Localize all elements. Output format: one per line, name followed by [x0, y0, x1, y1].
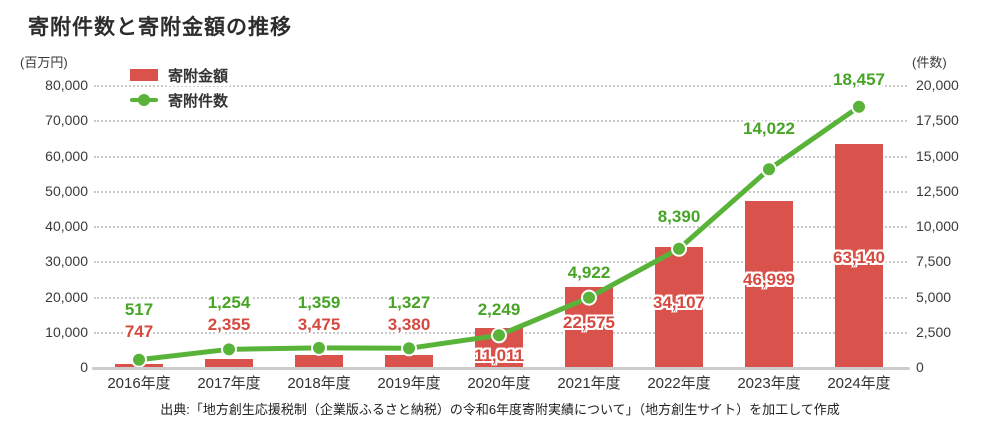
chart-title: 寄附件数と寄附金額の推移 — [28, 16, 292, 39]
line-point-2019年度 — [401, 340, 417, 357]
gridline — [94, 190, 907, 193]
source-note: 出典:「地方創生応援税制（企業版ふるさと納税）の令和6年度寄附実績について」（地… — [160, 402, 840, 417]
amount-label-2019年度: 3,380 — [387, 315, 431, 334]
left-axis-tick: 40,000 — [45, 218, 88, 234]
count-label-2020年度: 2,249 — [477, 300, 521, 319]
legend-label-count: 寄附件数 — [166, 89, 231, 111]
left-axis-tick: 10,000 — [45, 323, 88, 340]
count-label-2017年度: 1,254 — [207, 293, 251, 312]
count-label-2021年度: 4,922 — [567, 263, 611, 282]
amount-label-2020年度: 11,011 — [473, 346, 525, 365]
amount-label-2023年度: 46,999 — [743, 270, 795, 289]
x-axis-baseline — [92, 367, 910, 370]
right-axis-unit-label: (件数) — [912, 55, 947, 70]
bar-swatch-icon — [130, 69, 158, 81]
x-axis-label-2016年度: 2016年度 — [107, 375, 171, 392]
left-axis-tick: 20,000 — [45, 288, 88, 305]
right-axis-tick: 5,000 — [916, 288, 952, 305]
gridline — [94, 85, 907, 87]
line-point-2024年度 — [851, 98, 867, 115]
bar-2019年度 — [385, 355, 433, 367]
x-axis-label-2017年度: 2017年度 — [197, 375, 261, 392]
amount-label-2017年度: 2,355 — [207, 315, 251, 334]
x-axis-label-2021年度: 2021年度 — [557, 375, 621, 392]
amount-label-2022年度: 34,107 — [653, 293, 705, 312]
amount-label-2018年度: 3,475 — [297, 315, 341, 334]
count-label-2019年度: 1,327 — [387, 293, 431, 312]
left-axis-tick: 80,000 — [45, 77, 88, 93]
x-axis-label-2024年度: 2024年度 — [827, 375, 891, 392]
line-point-2018年度 — [311, 339, 327, 356]
right-axis-tick: 2,500 — [916, 323, 952, 340]
right-axis-tick: 15,000 — [916, 147, 959, 164]
left-axis-unit-label: (百万円) — [20, 55, 68, 70]
x-axis-label-2023年度: 2023年度 — [737, 375, 801, 392]
right-axis-tick: 12,500 — [916, 182, 959, 199]
count-label-2016年度: 517 — [124, 300, 154, 319]
line-point-2017年度 — [221, 341, 237, 358]
bar-2017年度 — [205, 358, 253, 367]
right-axis-tick: 10,000 — [916, 218, 959, 234]
right-axis-tick: 20,000 — [916, 77, 959, 93]
right-axis-tick: 0 — [916, 359, 924, 375]
count-label-2023年度: 14,022 — [743, 119, 795, 138]
left-axis-tick: 30,000 — [45, 253, 88, 270]
right-axis-tick: 7,500 — [916, 253, 952, 270]
x-axis-label-2019年度: 2019年度 — [377, 375, 441, 392]
x-axis-label-2018年度: 2018年度 — [287, 375, 351, 392]
count-label-2022年度: 8,390 — [657, 207, 701, 226]
bar-2018年度 — [295, 354, 343, 367]
right-axis-tick: 17,500 — [916, 112, 959, 129]
line-point-2023年度 — [761, 161, 777, 178]
legend-item-amount: 寄附金額 — [130, 64, 231, 86]
left-axis-tick: 0 — [80, 359, 88, 375]
x-axis-label-2020年度: 2020年度 — [467, 375, 531, 392]
legend: 寄附金額 寄附件数 — [130, 64, 231, 115]
amount-label-2024年度: 63,140 — [833, 248, 885, 267]
legend-item-count: 寄附件数 — [130, 89, 231, 111]
count-label-2024年度: 18,457 — [833, 70, 885, 89]
left-axis-tick: 60,000 — [45, 147, 88, 164]
amount-label-2016年度: 747 — [124, 322, 154, 341]
amount-label-2021年度: 22,575 — [563, 313, 615, 332]
legend-label-amount: 寄附金額 — [166, 64, 231, 86]
gridline — [94, 155, 907, 158]
left-axis-tick: 70,000 — [45, 112, 88, 129]
x-axis-label-2022年度: 2022年度 — [647, 375, 711, 392]
count-label-2018年度: 1,359 — [297, 293, 341, 312]
line-swatch-icon — [130, 93, 158, 107]
left-axis-tick: 50,000 — [45, 182, 88, 199]
